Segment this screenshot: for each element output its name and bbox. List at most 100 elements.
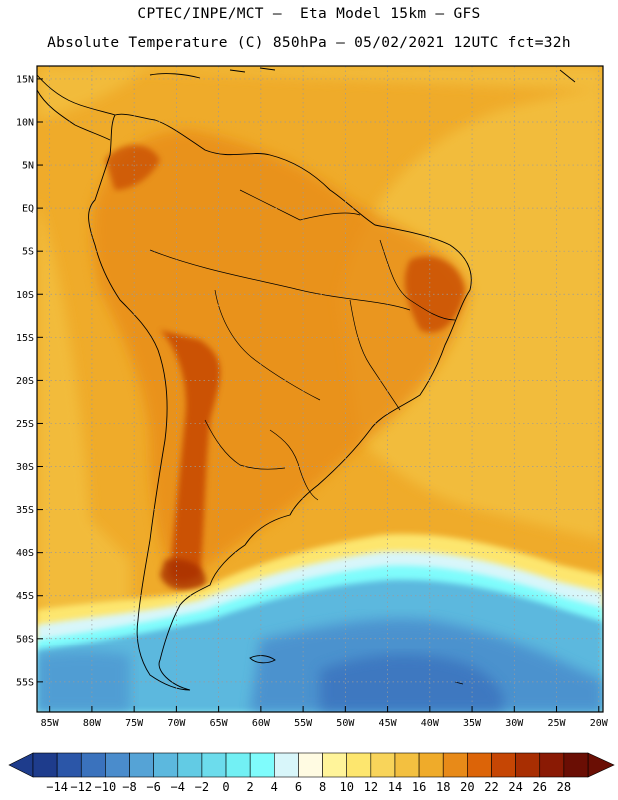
scale-value-label: 18 (436, 780, 450, 794)
northeast-brazil-hot-area (404, 256, 465, 333)
scale-color-box (442, 752, 468, 778)
scale-high-arrow (587, 752, 615, 778)
lon-tick-label: 60W (252, 718, 271, 729)
lat-tick-label: 5N (22, 161, 34, 172)
lon-tick-label: 35W (463, 718, 482, 729)
patagonia-hot-spot (160, 559, 206, 591)
scale-color-box (129, 752, 154, 778)
scale-color-box (491, 752, 516, 778)
map-title-line-2: Absolute Temperature (C) 850hPa – 05/02/… (47, 35, 571, 51)
brazil-northeast-borders (379, 239, 456, 321)
scale-value-label: 12 (364, 780, 378, 794)
lat-tick-label: 30S (16, 462, 34, 473)
latitude-axis: 15N 10N 5N EQ 5S 10S 15S 20S 25S 30S 35S 40S 45S 50S 5… (16, 74, 43, 688)
south-georgia-island (454, 681, 464, 685)
temperature-map: 15N 10N 5N EQ 5S 10S 15S 20S 25S 30S 35S 40S 45S 50S 5… (16, 65, 609, 729)
coldest-core (320, 654, 504, 712)
scale-value-label: −14 (46, 780, 68, 794)
scale-value-label: 8 (319, 780, 326, 794)
central-america-coastline (37, 74, 116, 116)
argentina-uruguay-border (269, 429, 319, 501)
longitude-axis: 85W 80W 75W 70W 65W 60W 55W 50W 45W 40W 35W 30W 25W 2… (41, 706, 609, 729)
scale-value-label: 10 (339, 780, 353, 794)
lat-tick-label: 10S (16, 290, 34, 301)
scale-value-label: −8 (122, 780, 136, 794)
caribbean-islands (149, 73, 201, 79)
scale-color-box (418, 752, 444, 778)
guyana-venezuela-border (239, 189, 361, 221)
lon-tick-label: 20W (590, 718, 609, 729)
lon-tick-label: 50W (336, 718, 355, 729)
scale-value-label: −2 (195, 780, 209, 794)
lon-tick-label: 75W (125, 718, 144, 729)
scale-value-label: 2 (247, 780, 254, 794)
lon-tick-label: 45W (379, 718, 398, 729)
lon-tick-label: 85W (41, 718, 60, 729)
scale-value-label: 24 (508, 780, 522, 794)
caribbean-warm-band (37, 66, 150, 120)
lat-tick-label: EQ (22, 204, 34, 215)
scale-color-box (201, 752, 227, 778)
scale-color-box (346, 752, 372, 778)
color-scale-legend: −14 −12 −10 −8 −6 −4 −2 0 2 4 6 8 10 12 14 16 18 20 22 24 26… (8, 752, 615, 794)
scale-color-box (56, 752, 82, 778)
scale-value-label: 4 (271, 780, 278, 794)
brazil-state-borders (349, 299, 401, 411)
central-america-pacific-coast (37, 89, 111, 141)
scale-value-label: 14 (388, 780, 402, 794)
color-scale-labels: −14 −12 −10 −8 −6 −4 −2 0 2 4 6 8 10 12 14 16 18 20 22 24 26… (46, 780, 571, 794)
lon-tick-label: 40W (421, 718, 440, 729)
scale-value-label: 20 (460, 780, 474, 794)
lat-tick-label: 55S (16, 677, 34, 688)
temperature-field (37, 66, 603, 712)
scale-value-label: −4 (171, 780, 185, 794)
scale-color-box (177, 752, 203, 778)
lat-tick-label: 5S (22, 247, 34, 258)
lat-tick-label: 50S (16, 634, 34, 645)
atlantic-warm-band (37, 66, 603, 540)
scale-value-label: −12 (70, 780, 92, 794)
coastlines-and-borders (37, 67, 576, 691)
falkland-islands (249, 655, 276, 664)
scale-color-box (322, 752, 347, 778)
scale-value-label: 28 (557, 780, 571, 794)
scale-color-box (370, 752, 396, 778)
scale-color-box (225, 752, 251, 778)
lat-tick-label: 35S (16, 505, 34, 516)
lon-tick-label: 30W (505, 718, 524, 729)
lat-tick-label: 15S (16, 333, 34, 344)
scale-value-label: 6 (295, 780, 302, 794)
scale-color-box (563, 752, 589, 778)
scale-color-box (298, 752, 323, 778)
amazon-border (149, 249, 411, 311)
andes-hot-ridge (160, 330, 220, 581)
scale-color-box (80, 752, 106, 778)
scale-value-label: 26 (533, 780, 547, 794)
map-frame (36, 65, 604, 713)
lat-tick-label: 10N (16, 117, 34, 128)
scale-low-arrow (8, 752, 34, 778)
lat-tick-label: 25S (16, 419, 34, 430)
scale-value-label: 16 (412, 780, 426, 794)
scale-color-box (105, 752, 130, 778)
scale-color-box (394, 752, 420, 778)
scale-color-box (153, 752, 179, 778)
lat-tick-label: 45S (16, 591, 34, 602)
lat-tick-label: 20S (16, 376, 34, 387)
lon-tick-label: 25W (548, 718, 567, 729)
scale-value-label: −6 (146, 780, 160, 794)
lat-tick-label: 40S (16, 548, 34, 559)
lon-tick-label: 65W (210, 718, 229, 729)
south-america-coastline (88, 113, 472, 691)
scale-color-box (274, 752, 299, 778)
scale-color-box (539, 752, 565, 778)
antilles-islands (229, 67, 576, 83)
scale-value-label: 0 (222, 780, 229, 794)
argentina-border (204, 419, 286, 470)
scale-color-box (467, 752, 492, 778)
color-scale-boxes (8, 752, 615, 778)
scale-value-label: −10 (95, 780, 117, 794)
lon-tick-label: 70W (167, 718, 186, 729)
pacific-warm-band (37, 200, 130, 630)
lat-tick-label: 15N (16, 74, 34, 85)
